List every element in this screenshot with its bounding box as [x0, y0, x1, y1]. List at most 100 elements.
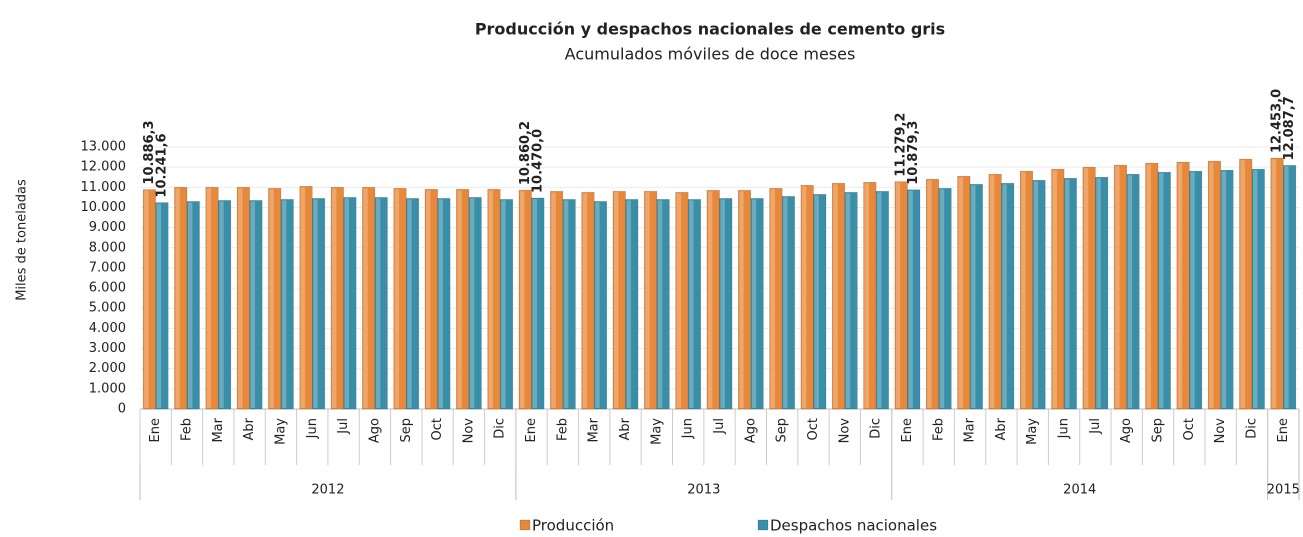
- bar-highlight: [426, 190, 431, 408]
- bar-highlight: [958, 177, 963, 408]
- x-tick-label: Abr: [994, 417, 1009, 440]
- bar-highlight: [739, 191, 744, 408]
- x-tick-label: Oct: [806, 418, 821, 440]
- bar-highlight: [269, 189, 274, 408]
- bar: [656, 199, 670, 410]
- bar: [312, 198, 326, 410]
- x-tick-label: Sep: [1151, 418, 1166, 443]
- bar-highlight: [877, 192, 882, 408]
- x-tick-label: May: [1025, 418, 1040, 445]
- bar: [1001, 183, 1015, 410]
- x-tick-label: Dic: [493, 418, 508, 439]
- bar-highlight: [814, 195, 819, 408]
- bar: [1251, 168, 1265, 410]
- bar: [938, 188, 952, 410]
- x-tick-label: Mar: [587, 417, 602, 442]
- value-label: 10.470,0: [530, 129, 545, 193]
- x-tick-label: Ago: [743, 418, 758, 443]
- x-tick-label: Nov: [837, 418, 852, 444]
- bar-highlight: [206, 188, 212, 408]
- x-tick-label: Dic: [869, 418, 884, 439]
- y-tick-label: 0: [118, 402, 126, 417]
- bar: [781, 196, 795, 410]
- bar-highlight: [1284, 166, 1289, 408]
- bar-highlight: [501, 200, 506, 408]
- bar-highlight: [971, 185, 976, 408]
- legend-swatch: [757, 519, 769, 531]
- bar-highlight: [783, 197, 788, 408]
- bar-highlight: [895, 182, 901, 408]
- bar: [907, 189, 921, 410]
- x-tick-label: Feb: [179, 418, 194, 441]
- bar-highlight: [438, 199, 443, 408]
- legend-label: Despachos nacionales: [770, 517, 937, 535]
- bar-highlight: [1240, 160, 1245, 408]
- bar: [1095, 176, 1109, 410]
- bar-highlight: [344, 198, 349, 408]
- bar-highlight: [770, 189, 776, 408]
- bar-highlight: [1253, 170, 1258, 408]
- bar-highlight: [613, 192, 619, 408]
- bar-highlight: [1221, 171, 1227, 408]
- bar-highlight: [250, 201, 256, 408]
- bar-highlight: [1115, 166, 1120, 408]
- bar: [625, 199, 639, 410]
- bar-highlight: [1159, 173, 1164, 408]
- bar-highlight: [238, 188, 243, 408]
- y-tick-label: 7.000: [89, 260, 126, 275]
- x-tick-label: Oct: [1182, 418, 1197, 440]
- bar: [437, 198, 451, 410]
- bar: [280, 199, 294, 410]
- bar: [1157, 171, 1171, 410]
- bar: [268, 188, 282, 410]
- y-tick-label: 5.000: [89, 301, 126, 316]
- chart-subtitle: Acumulados móviles de doce meses: [565, 45, 856, 64]
- y-tick-label: 13.000: [81, 140, 127, 155]
- value-label: 10.241,6: [154, 133, 169, 197]
- x-tick-label: Ene: [148, 418, 163, 442]
- x-tick-label: Sep: [775, 418, 790, 443]
- bar: [249, 200, 263, 410]
- bar: [406, 198, 420, 410]
- y-tick-label: 11.000: [81, 180, 127, 195]
- y-tick-label: 4.000: [89, 321, 126, 336]
- value-label: 10.879,3: [906, 121, 921, 185]
- x-tick-label: Feb: [931, 418, 946, 441]
- y-tick-label: 8.000: [89, 240, 126, 255]
- bar: [988, 173, 1002, 410]
- group-label: 2012: [311, 483, 344, 498]
- bar-highlight: [720, 199, 725, 408]
- x-tick-label: Ene: [524, 418, 539, 442]
- bar-highlight: [626, 200, 631, 408]
- bar-highlight: [645, 192, 650, 408]
- x-tick-label: Abr: [242, 417, 257, 440]
- bar-highlight: [833, 184, 838, 408]
- bar: [969, 184, 983, 410]
- bar: [1032, 180, 1046, 410]
- bar-highlight: [520, 191, 525, 408]
- x-tick-label: Ene: [1276, 418, 1291, 442]
- bar-highlight: [175, 188, 180, 408]
- x-tick-label: Oct: [430, 418, 445, 440]
- bar: [468, 197, 482, 410]
- y-tick-label: 10.000: [81, 200, 127, 215]
- x-tick-label: Jul: [1088, 418, 1103, 435]
- x-tick-label: Jun: [681, 418, 696, 439]
- value-label: 12.453,0: [1270, 89, 1285, 153]
- x-tick-label: Dic: [1245, 418, 1260, 439]
- bar-highlight: [469, 198, 475, 408]
- x-tick-label: Abr: [618, 417, 633, 440]
- value-label: 10.860,2: [518, 121, 533, 185]
- bar-highlight: [1021, 172, 1026, 408]
- group-label: 2013: [687, 483, 720, 498]
- bar-highlight: [1096, 178, 1101, 408]
- bar-highlight: [1052, 170, 1057, 408]
- chart-title: Producción y despachos nacionales de cem…: [475, 20, 945, 39]
- bar-highlight: [156, 203, 162, 408]
- value-label: 12.087,7: [1282, 96, 1297, 160]
- group-label: 2014: [1063, 483, 1096, 498]
- bar-highlight: [1271, 159, 1277, 408]
- bar-highlight: [375, 198, 381, 408]
- bar-highlight: [1065, 179, 1070, 408]
